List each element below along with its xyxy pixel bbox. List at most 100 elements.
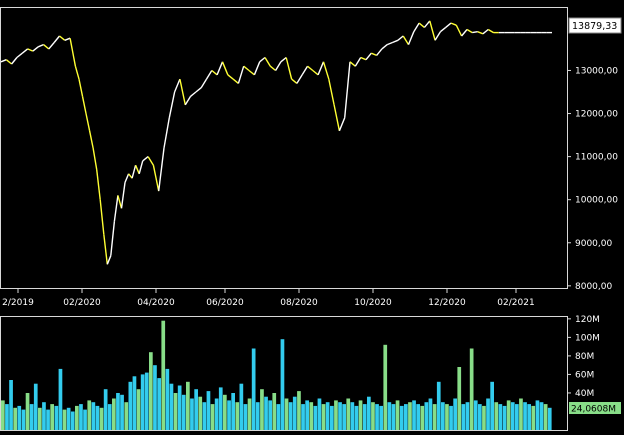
volume-y-tick-label: 100M — [575, 333, 600, 343]
volume-bar — [362, 404, 367, 430]
volume-bar — [107, 404, 112, 430]
price-segment — [482, 28, 489, 35]
volume-bar — [161, 320, 166, 430]
price-segment — [407, 31, 415, 45]
volume-bar — [251, 348, 256, 430]
price-segment — [423, 20, 431, 28]
volume-bar — [465, 402, 470, 430]
price-segment — [371, 52, 377, 57]
price-segment — [81, 96, 87, 114]
price-segment — [163, 117, 170, 149]
price-segment — [285, 57, 293, 80]
volume-bar — [547, 407, 552, 430]
price-segment — [53, 35, 61, 43]
price-segment — [259, 56, 266, 63]
volume-bar — [231, 393, 235, 430]
volume-bar — [519, 398, 523, 430]
volume-bar — [116, 393, 120, 430]
volume-bar — [412, 400, 416, 430]
price-segment — [152, 165, 160, 192]
volume-bar — [457, 367, 462, 430]
volume-bar — [338, 402, 342, 430]
volume-bar — [272, 393, 277, 430]
price-segment — [113, 195, 119, 222]
price-segment — [179, 78, 186, 106]
price-y-tick-label: 8000,00 — [575, 282, 612, 292]
price-segment — [291, 78, 298, 84]
price-x-tick-label: 02/2021 — [497, 298, 534, 308]
price-segment — [253, 61, 261, 76]
price-segment — [365, 52, 372, 61]
price-y-tick-label: 9000,00 — [575, 239, 612, 249]
volume-bar — [58, 368, 63, 430]
volume-bar — [140, 374, 145, 430]
price-segment — [344, 61, 351, 118]
volume-bar — [75, 405, 79, 430]
volume-bar — [453, 398, 457, 430]
price-segment — [74, 66, 80, 80]
volume-bar — [239, 383, 244, 430]
volume-bar — [330, 405, 334, 430]
price-segment — [88, 130, 94, 149]
price-x-tick-label: 02/2020 — [63, 298, 101, 308]
volume-bar — [506, 400, 511, 430]
price-segment — [205, 70, 213, 80]
price-segment — [134, 164, 140, 175]
price-segment — [418, 22, 425, 28]
volume-bar — [132, 376, 137, 430]
volume-bar — [29, 404, 34, 430]
volume-bar — [66, 407, 71, 430]
volume-bar — [260, 389, 264, 430]
price-segment — [317, 61, 325, 76]
price-segment — [338, 117, 346, 132]
price-segment — [221, 61, 229, 76]
volume-bar — [149, 352, 153, 430]
volume-bar — [103, 389, 108, 430]
price-segment — [16, 52, 23, 59]
volume-bar — [391, 404, 396, 430]
price-segment — [216, 61, 224, 76]
volume-bar — [297, 391, 301, 430]
volume-bar — [120, 394, 124, 430]
price-y-tick-label: 12000,00 — [575, 110, 618, 120]
volume-bar — [531, 405, 536, 430]
volume-bar — [350, 402, 355, 430]
volume-bar — [247, 398, 252, 430]
volume-bar — [445, 404, 449, 430]
volume-bar — [173, 393, 178, 430]
last-price-badge-box — [568, 17, 622, 34]
volume-bar — [186, 381, 190, 430]
price-segment — [0, 59, 7, 63]
price-segment — [237, 65, 245, 84]
last-volume-label: 24,0608M — [571, 405, 616, 415]
volume-bar — [165, 368, 170, 430]
volume-bar — [1, 400, 5, 430]
price-segment — [200, 78, 208, 89]
volume-bar — [255, 402, 260, 430]
volume-bar — [535, 400, 540, 430]
volume-bar — [539, 402, 544, 430]
price-segment — [349, 61, 356, 67]
volume-bar — [486, 398, 490, 430]
volume-y-tick-label: 120M — [575, 315, 600, 325]
volume-bar — [124, 402, 129, 430]
price-x-axis: 2/2019 02/2020 04/2020 06/2020 08/2020 10/202… — [2, 288, 535, 308]
volume-bar — [367, 396, 371, 430]
volume-bar — [461, 404, 466, 430]
volume-bar — [276, 404, 281, 430]
last-volume-badge-box — [569, 402, 621, 414]
volume-bar — [144, 372, 149, 430]
price-segment — [168, 91, 176, 118]
volume-bar — [424, 402, 429, 430]
price-segment — [85, 113, 91, 131]
volume-bar — [227, 400, 231, 430]
volume-bar — [387, 402, 392, 430]
price-segment — [195, 87, 202, 93]
volume-bar — [321, 404, 326, 430]
price-x-tick-label: 06/2020 — [206, 298, 244, 308]
volume-bar — [305, 400, 309, 430]
volume-bar — [284, 398, 289, 430]
price-segment — [322, 61, 330, 80]
price-segment — [434, 31, 441, 41]
price-segment — [466, 28, 473, 34]
